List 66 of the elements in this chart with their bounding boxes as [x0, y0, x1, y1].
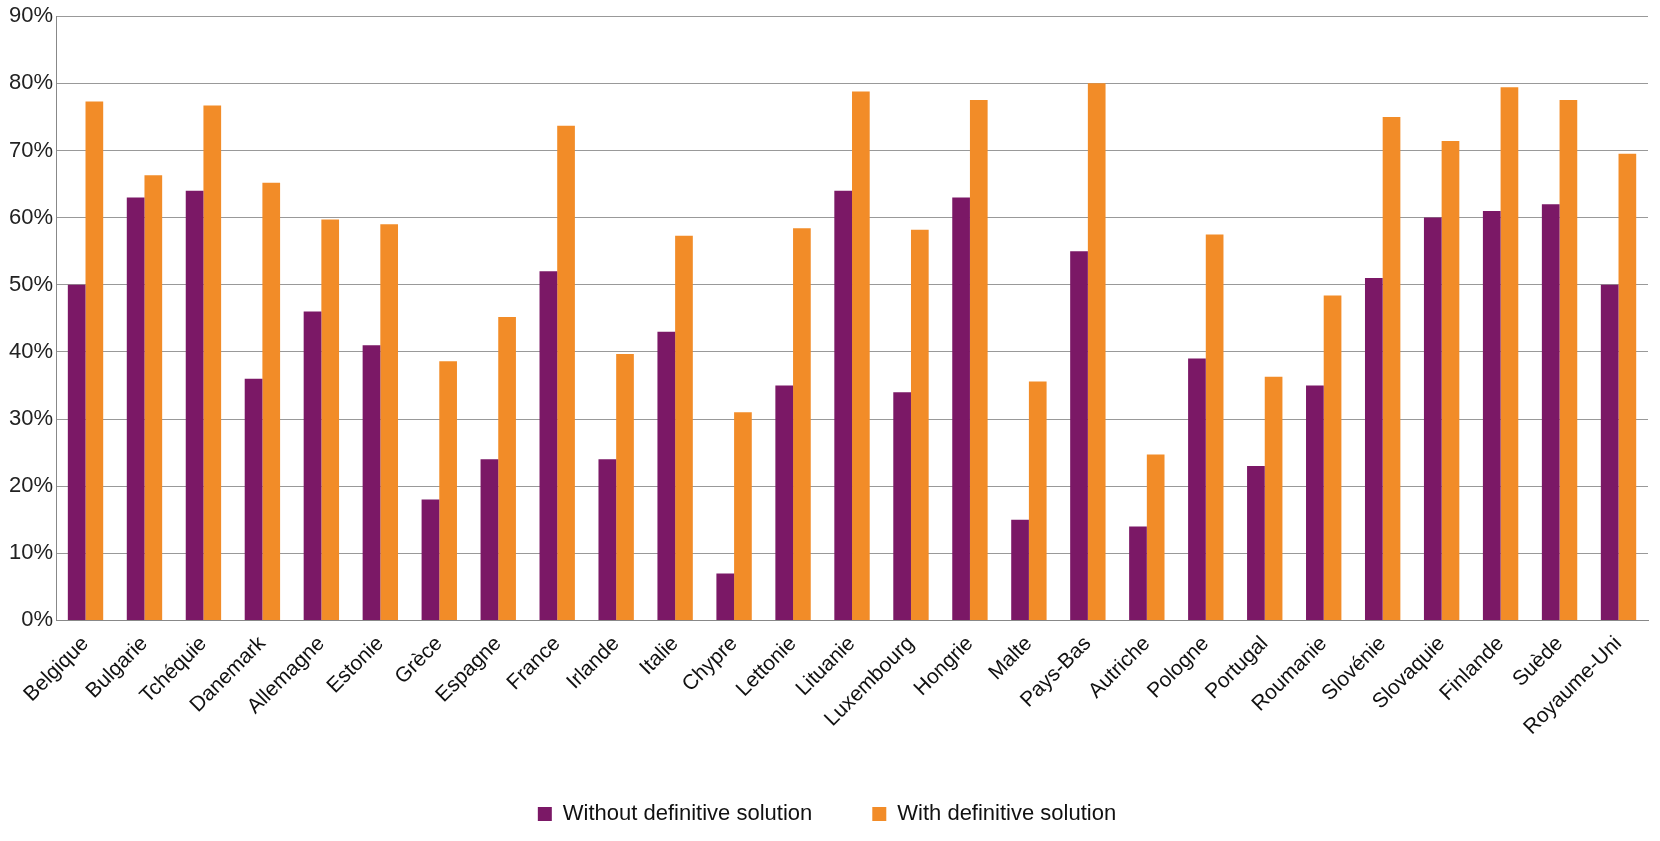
bar [1500, 87, 1519, 620]
bar [1559, 100, 1578, 620]
bar [321, 219, 340, 620]
bar [1264, 376, 1283, 620]
bar [657, 331, 676, 620]
bar [616, 353, 634, 620]
bar [1482, 210, 1501, 620]
bar [775, 385, 794, 620]
bar [969, 100, 988, 620]
bar [1129, 526, 1147, 620]
y-tick-label: 10% [8, 539, 54, 565]
bar [1423, 217, 1442, 620]
bar [1070, 251, 1088, 620]
bar [598, 459, 617, 620]
y-tick-label: 80% [8, 69, 54, 95]
bar [893, 392, 911, 620]
bar [1323, 295, 1342, 620]
bar [244, 378, 263, 620]
bar [1364, 278, 1383, 620]
bar [1306, 385, 1324, 620]
bar [85, 101, 104, 620]
bar [834, 190, 853, 620]
bar [1205, 234, 1224, 620]
bar [439, 361, 457, 620]
bar [734, 412, 752, 620]
bar [852, 91, 870, 620]
y-tick-label: 60% [8, 203, 54, 229]
bar [1382, 116, 1401, 620]
y-tick-label: 40% [8, 337, 54, 363]
y-tick-label: 90% [8, 2, 54, 28]
bar [126, 197, 145, 620]
bar [362, 345, 381, 620]
bar [793, 228, 811, 620]
y-tick-label: 0% [21, 606, 54, 632]
bar [557, 125, 575, 620]
bar [380, 224, 399, 620]
bar [498, 316, 516, 620]
bar [480, 459, 499, 620]
y-tick-label: 50% [8, 270, 54, 296]
bar [1541, 204, 1560, 620]
y-tick-label: 30% [8, 405, 54, 431]
legend-label: With definitive solution [897, 800, 1117, 826]
bar [1247, 466, 1265, 620]
bar [262, 182, 281, 620]
bar [185, 190, 204, 620]
bar [203, 105, 222, 620]
bar [303, 311, 322, 620]
legend-label: Without definitive solution [562, 800, 813, 826]
bar [910, 229, 929, 620]
bar [1146, 454, 1165, 620]
y-tick-label: 70% [8, 136, 54, 162]
bar [144, 175, 163, 620]
y-tick-label: 20% [8, 472, 54, 498]
bar [539, 271, 558, 620]
bar [1618, 153, 1637, 620]
bar [1600, 284, 1619, 620]
bar [67, 284, 86, 620]
bar [1188, 358, 1206, 620]
bar [1028, 381, 1047, 620]
bar [952, 197, 970, 620]
bar [675, 235, 693, 620]
bar [421, 499, 440, 620]
bar [1011, 519, 1029, 620]
bar [1441, 141, 1460, 620]
bar [716, 573, 735, 620]
bar [1087, 83, 1106, 620]
